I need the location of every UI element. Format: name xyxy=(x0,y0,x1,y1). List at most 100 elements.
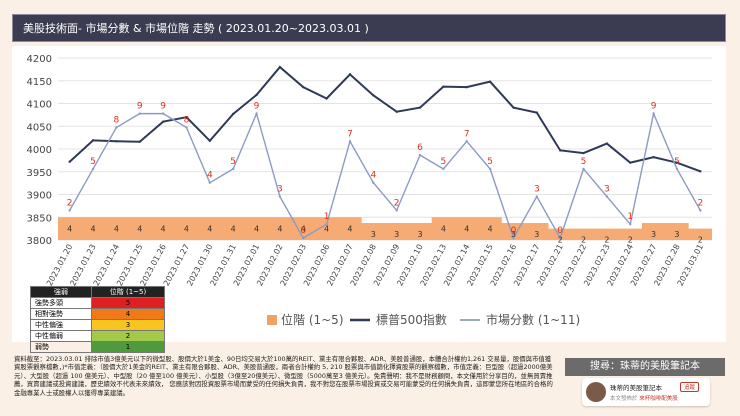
sp500-point xyxy=(348,73,352,76)
level-data-label: 4 xyxy=(114,224,119,233)
author-sub-link[interactable]: 來杯咖啡配美股 xyxy=(639,396,678,402)
level-data-label: 3 xyxy=(511,230,516,239)
level-row: 相對強勢 4 xyxy=(30,308,165,320)
level-data-label: 4 xyxy=(90,224,95,233)
sp500-point xyxy=(395,110,398,113)
author-sub-prefix: 本文發佈於 xyxy=(610,396,638,402)
author-avatar xyxy=(586,382,606,402)
level-value: 3 xyxy=(91,319,165,331)
score-data-label: 2 xyxy=(697,198,703,208)
score-data-label: 9 xyxy=(160,102,166,112)
follow-button[interactable]: 追蹤 xyxy=(680,382,700,392)
sp500-point xyxy=(605,142,609,145)
score-data-label: 5 xyxy=(581,157,587,167)
score-point xyxy=(348,140,352,143)
legend-label: 市場分數 (1~11) xyxy=(486,312,580,327)
level-data-label: 4 xyxy=(67,224,72,233)
level-data-label: 3 xyxy=(651,230,656,239)
author-card[interactable]: 珠蒂的美股筆記本 追蹤 本文發佈於 來杯咖啡配美股 xyxy=(582,378,710,406)
level-data-label: 2 xyxy=(628,236,633,245)
level-row: 強勢多頭 5 xyxy=(30,297,165,309)
legend-label: 標普500指數 xyxy=(376,312,447,327)
score-data-label: 8 xyxy=(114,115,120,125)
score-point xyxy=(278,195,282,198)
sp500-point xyxy=(115,140,118,143)
level-value: 4 xyxy=(91,308,165,320)
disclaimer-text: 資料截至：2023.03.01 排除市值3億美元以下的微型股、股價大於1美金、9… xyxy=(14,355,553,397)
score-data-label: 1 xyxy=(324,212,330,222)
score-data-label: 0 xyxy=(511,226,517,236)
level-data-label: 2 xyxy=(581,236,586,245)
level-table-header-level: 位階 (1~5) xyxy=(91,286,165,298)
level-data-label: 4 xyxy=(301,224,306,233)
score-point xyxy=(512,236,515,240)
score-data-label: 2 xyxy=(394,198,400,208)
score-point xyxy=(535,195,539,198)
level-data-label: 3 xyxy=(394,230,399,239)
level-data-label: 2 xyxy=(698,236,703,245)
score-data-label: 4 xyxy=(370,171,376,181)
level-data-label: 2 xyxy=(558,236,563,245)
level-row: 中性偏弱 2 xyxy=(30,330,165,342)
score-point xyxy=(302,236,305,240)
score-point xyxy=(372,181,375,184)
sp500-point xyxy=(325,97,328,100)
y-tick-label: 3950 xyxy=(27,168,52,179)
score-point xyxy=(675,167,679,171)
level-data-label: 4 xyxy=(324,224,329,233)
score-data-label: 9 xyxy=(137,102,143,112)
sp500-point xyxy=(675,161,679,164)
score-data-label: 3 xyxy=(534,185,540,195)
score-data-label: 9 xyxy=(254,102,260,112)
score-data-label: 7 xyxy=(464,129,470,139)
sp500-point xyxy=(161,120,165,123)
sp500-point xyxy=(535,111,539,114)
level-data-label: 4 xyxy=(231,224,236,233)
score-point xyxy=(185,126,188,129)
score-point xyxy=(208,181,212,184)
score-data-label: 0 xyxy=(300,226,306,236)
level-label: 弱勢 xyxy=(30,341,92,353)
chart-title: 美股技術面- 市場分數 & 市場位階 走勢 ( 2023.01.20~2023.… xyxy=(23,22,369,35)
level-data-label: 4 xyxy=(277,224,282,233)
search-banner: 搜尋：珠蒂的美股筆記本 xyxy=(565,358,725,376)
score-data-label: 6 xyxy=(417,143,423,153)
level-data-label: 3 xyxy=(371,230,376,239)
level-data-label: 3 xyxy=(534,230,539,239)
level-table: 強弱 位階 (1~5) 強勢多頭 5 相對強勢 4 中性偏強 3 中性偏弱 2 弱勢 1 xyxy=(30,286,165,353)
score-data-label: 2 xyxy=(67,198,73,208)
legend-swatch xyxy=(267,315,277,325)
sp500-point xyxy=(629,161,632,164)
level-data-label: 4 xyxy=(161,224,166,233)
score-point xyxy=(418,153,422,157)
score-data-label: 8 xyxy=(184,115,190,125)
y-tick-label: 3800 xyxy=(27,236,52,247)
sp500-point xyxy=(255,93,258,97)
score-point xyxy=(558,236,562,240)
score-point xyxy=(652,112,655,115)
score-data-label: 7 xyxy=(347,129,353,139)
sp500-point xyxy=(208,139,212,143)
level-data-label: 3 xyxy=(417,230,422,239)
score-data-label: 5 xyxy=(90,157,96,167)
sp500-point xyxy=(652,155,655,159)
sp500-point xyxy=(185,115,188,119)
level-table-header-strength: 強弱 xyxy=(30,286,92,298)
level-data-label: 4 xyxy=(254,224,259,233)
level-row: 中性偏強 3 xyxy=(30,319,165,331)
level-label: 中性偏強 xyxy=(30,319,92,331)
sp500-line xyxy=(69,65,701,173)
chart-title-bar: 美股技術面- 市場分數 & 市場位階 走勢 ( 2023.01.20~2023.… xyxy=(12,14,726,42)
score-point xyxy=(605,195,609,198)
level-row: 弱勢 1 xyxy=(30,341,165,353)
sp500-point xyxy=(699,170,702,173)
score-point xyxy=(488,167,492,171)
sp500-point xyxy=(231,112,235,116)
author-sub: 本文發佈於 來杯咖啡配美股 xyxy=(610,394,678,402)
level-label: 中性偏弱 xyxy=(30,330,92,342)
sp500-point xyxy=(68,160,71,163)
level-data-label: 4 xyxy=(464,224,469,233)
score-point xyxy=(91,167,95,171)
